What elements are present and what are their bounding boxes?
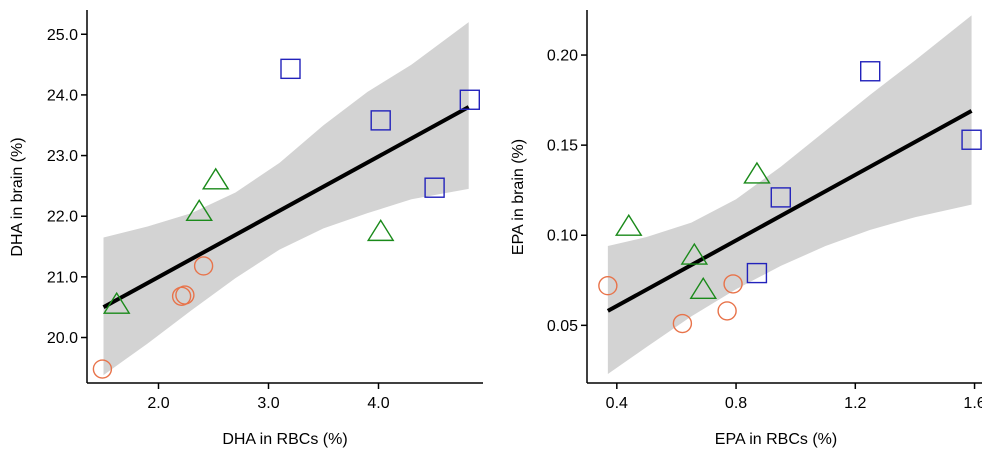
right-x-tick-label: 0.4 [606, 395, 628, 412]
right-triangle-point [743, 161, 771, 184]
right-y-tick-label: 0.20 [547, 48, 578, 65]
left-y-tick-label: 23.0 [47, 148, 78, 165]
left-triangle-point [185, 199, 213, 222]
left-triangle-point [102, 291, 131, 314]
left-square-point [459, 89, 480, 110]
left-ci-band-layer [103, 22, 469, 376]
left-square-point [370, 110, 391, 131]
right-fit-line-layer [606, 109, 973, 313]
left-y-tick-label: 24.0 [47, 87, 78, 104]
left-x-axis-title: DHA in RBCs (%) [222, 431, 347, 448]
left-square-point [424, 177, 445, 198]
right-x-tick-label: 1.2 [844, 395, 866, 412]
left-regression-line [102, 105, 470, 309]
right-points-layer [598, 61, 982, 334]
right-triangle-point [614, 213, 643, 236]
right-y-tick-label: 0.10 [547, 228, 578, 245]
left-triangle-point [201, 167, 230, 190]
right-square-point [961, 129, 982, 150]
right-square-point [860, 61, 881, 82]
left-y-tick-label: 21.0 [47, 269, 78, 286]
right-x-axis-title: EPA in RBCs (%) [715, 431, 837, 448]
left-y-axis-title: DHA in brain (%) [9, 137, 26, 256]
right-y-axis-title: EPA in brain (%) [510, 139, 527, 255]
left-x-tick-label: 3.0 [257, 395, 279, 412]
right-y-tick-label: 0.15 [547, 138, 578, 155]
left-y-tick-label: 25.0 [47, 27, 78, 44]
left-points-layer [92, 58, 480, 379]
left-fit-line-layer [102, 105, 470, 309]
right-triangle-point [689, 276, 718, 299]
right-chart: 0.05 0.10 0.15 0.20 0.4 0.8 1.2 1.6 EPA in RBCs… [510, 10, 982, 448]
left-chart: 20.0 21.0 22.0 23.0 24.0 25.0 2.0 3.0 4.0 DHA in… [9, 10, 483, 448]
left-y-tick-label: 22.0 [47, 209, 78, 226]
right-y-tick-label: 0.05 [547, 318, 578, 335]
right-circle-point [598, 275, 618, 296]
right-regression-line [606, 109, 973, 313]
left-triangle-point [366, 219, 395, 242]
left-confidence-band [103, 22, 469, 376]
left-circle-point [92, 359, 113, 379]
right-triangle-point [680, 242, 709, 265]
left-axes: 20.0 21.0 22.0 23.0 24.0 25.0 2.0 3.0 4.0 [47, 10, 483, 412]
left-y-tick-label: 20.0 [47, 330, 78, 347]
right-square-point [770, 187, 791, 208]
left-square-point [280, 58, 301, 80]
left-circle-point [175, 285, 195, 305]
left-x-tick-label: 2.0 [147, 395, 169, 412]
right-x-tick-label: 1.6 [963, 395, 982, 412]
right-axes: 0.05 0.10 0.15 0.20 0.4 0.8 1.2 1.6 [547, 10, 982, 412]
right-circle-point [717, 301, 737, 321]
right-circle-point [723, 274, 743, 294]
right-x-tick-label: 0.8 [725, 395, 747, 412]
right-square-point [746, 262, 768, 284]
right-circle-point [672, 313, 693, 334]
left-x-tick-label: 4.0 [367, 395, 389, 412]
left-circle-point [193, 256, 214, 276]
